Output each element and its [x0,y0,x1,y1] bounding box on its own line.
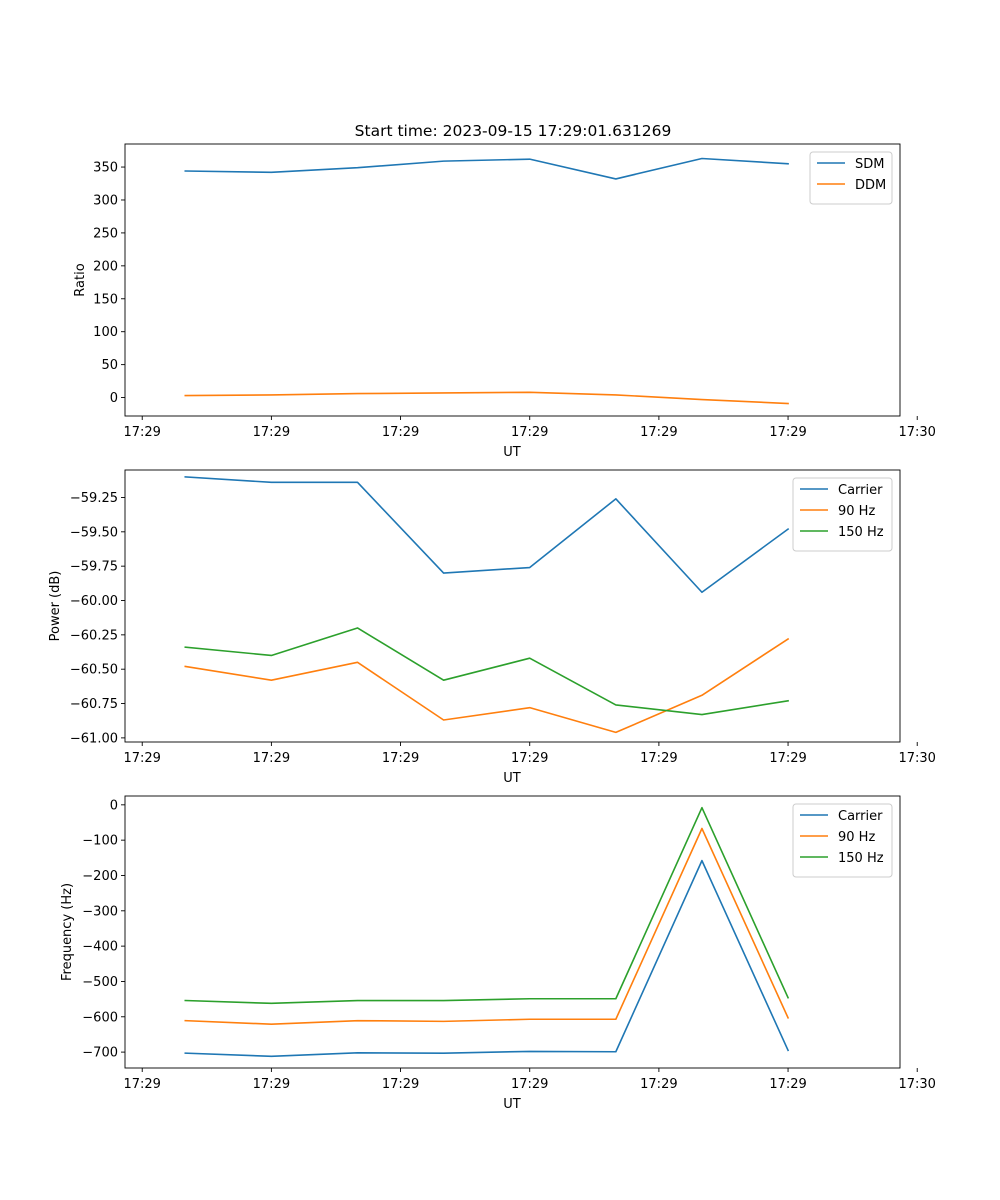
axes-frame [124,143,901,417]
y-axis-label: Power (dB) [48,571,63,642]
x-tick-label: 17:29 [382,1077,419,1092]
y-tick-label: 300 [93,193,118,208]
x-tick-label: 17:29 [769,751,806,766]
chart-panel-1: 17:29 17:29 17:29 17:29 17:29 17:29 17:30 0 50 10… [73,143,936,460]
y-tick-label: −59.75 [70,560,118,575]
legend-label: 150 Hz [838,525,884,540]
x-tick-label: 17:29 [253,751,290,766]
legend-label: DDM [855,178,886,193]
y-tick-label: −61.00 [70,731,118,746]
figure-title: Start time: 2023-09-15 17:29:01.631269 [355,122,672,140]
y-tick-label: 50 [101,358,118,373]
y-tick-label: −60.50 [70,663,118,678]
x-tick-label: 17:29 [382,751,419,766]
x-tick-label: 17:30 [898,425,935,440]
x-tick-label: 17:29 [769,1077,806,1092]
series-line-carrier [184,859,790,1058]
legend-label: SDM [855,157,884,172]
y-tick-label: −59.50 [70,525,118,540]
x-tick-label: 17:30 [898,751,935,766]
x-axis-label: UT [503,445,521,460]
series-line-90-hz [184,637,790,734]
y-tick-label: 200 [93,259,118,274]
legend-label: 90 Hz [838,830,875,845]
x-tick-label: 17:29 [123,751,160,766]
y-tick-label: 350 [93,161,118,176]
series-line-sdm [184,157,789,180]
chart-panel-2: 17:29 17:29 17:29 17:29 17:29 17:29 17:30 −61.0… [48,469,936,786]
x-tick-label: 17:29 [511,751,548,766]
y-tick-label: −300 [82,904,118,919]
x-tick-label: 17:29 [123,425,160,440]
x-tick-label: 17:29 [382,425,419,440]
series-line-carrier [184,476,790,594]
x-tick-label: 17:29 [769,425,806,440]
y-tick-label: −60.75 [70,697,118,712]
legend-box [792,477,893,552]
y-tick-label: −400 [82,940,118,955]
series-line-90-hz [184,827,790,1025]
axes-frame [124,469,901,743]
legend: SDM DDM [809,151,893,205]
y-tick-label: −60.25 [70,628,118,643]
x-tick-label: 17:29 [640,1077,677,1092]
legend-label: 150 Hz [838,851,884,866]
y-tick-label: −600 [82,1010,118,1025]
x-tick-label: 17:29 [511,425,548,440]
series-line-150-hz [184,806,790,1005]
legend-label: 90 Hz [838,504,875,519]
y-tick-label: 0 [110,798,118,813]
legend-label: Carrier [838,483,883,498]
x-tick-label: 17:29 [640,751,677,766]
x-tick-label: 17:29 [123,1077,160,1092]
chart-panel-3: 17:29 17:29 17:29 17:29 17:29 17:29 17:30 −700 −… [60,795,936,1112]
x-tick-label: 17:29 [253,425,290,440]
y-tick-label: 150 [93,292,118,307]
y-axis-label: Ratio [73,263,88,296]
x-axis-label: UT [503,1097,521,1112]
x-tick-label: 17:29 [511,1077,548,1092]
legend-box [809,151,893,205]
series-line-ddm [184,391,789,405]
y-tick-label: −60.00 [70,594,118,609]
y-tick-label: −59.25 [70,491,118,506]
legend-label: Carrier [838,809,883,824]
x-tick-label: 17:29 [640,425,677,440]
x-axis-label: UT [503,771,521,786]
legend: Carrier 90 Hz 150 Hz [792,477,893,552]
legend: Carrier 90 Hz 150 Hz [792,803,893,878]
series-line-150-hz [184,627,789,716]
x-tick-label: 17:30 [898,1077,935,1092]
y-axis-label: Frequency (Hz) [60,883,75,981]
y-tick-label: −500 [82,975,118,990]
y-tick-label: 100 [93,325,118,340]
y-tick-label: −700 [82,1046,118,1061]
y-tick-label: 250 [93,226,118,241]
axes-frame [124,795,901,1069]
x-tick-label: 17:29 [253,1077,290,1092]
y-tick-label: −100 [82,834,118,849]
legend-box [792,803,893,878]
y-tick-label: 0 [110,391,118,406]
y-tick-label: −200 [82,869,118,884]
